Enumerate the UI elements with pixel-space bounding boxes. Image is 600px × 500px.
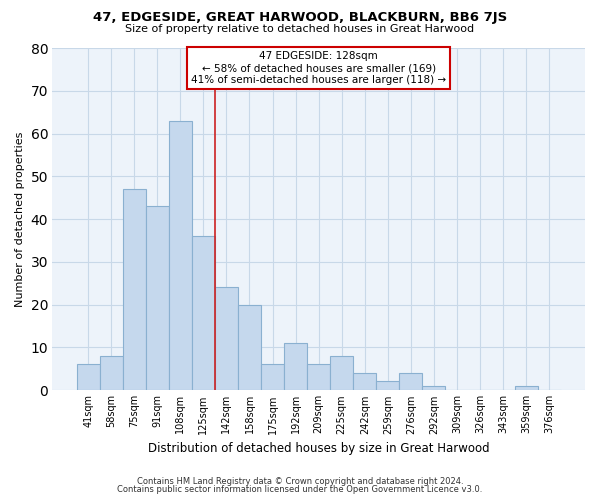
Bar <box>284 343 307 390</box>
Bar <box>77 364 100 390</box>
Bar <box>376 382 400 390</box>
Bar <box>169 120 192 390</box>
Bar <box>122 189 146 390</box>
Text: 47, EDGESIDE, GREAT HARWOOD, BLACKBURN, BB6 7JS: 47, EDGESIDE, GREAT HARWOOD, BLACKBURN, … <box>93 11 507 24</box>
Bar <box>192 236 215 390</box>
Bar <box>353 373 376 390</box>
Text: Size of property relative to detached houses in Great Harwood: Size of property relative to detached ho… <box>125 24 475 34</box>
Bar <box>422 386 445 390</box>
Text: Contains public sector information licensed under the Open Government Licence v3: Contains public sector information licen… <box>118 485 482 494</box>
Bar <box>307 364 330 390</box>
Bar <box>261 364 284 390</box>
Bar <box>238 304 261 390</box>
Bar <box>400 373 422 390</box>
Text: Contains HM Land Registry data © Crown copyright and database right 2024.: Contains HM Land Registry data © Crown c… <box>137 477 463 486</box>
Bar <box>330 356 353 390</box>
Bar <box>215 288 238 390</box>
Text: 47 EDGESIDE: 128sqm
← 58% of detached houses are smaller (169)
41% of semi-detac: 47 EDGESIDE: 128sqm ← 58% of detached ho… <box>191 52 446 84</box>
Bar <box>100 356 122 390</box>
Bar <box>515 386 538 390</box>
Y-axis label: Number of detached properties: Number of detached properties <box>15 132 25 306</box>
Bar <box>146 206 169 390</box>
X-axis label: Distribution of detached houses by size in Great Harwood: Distribution of detached houses by size … <box>148 442 490 455</box>
